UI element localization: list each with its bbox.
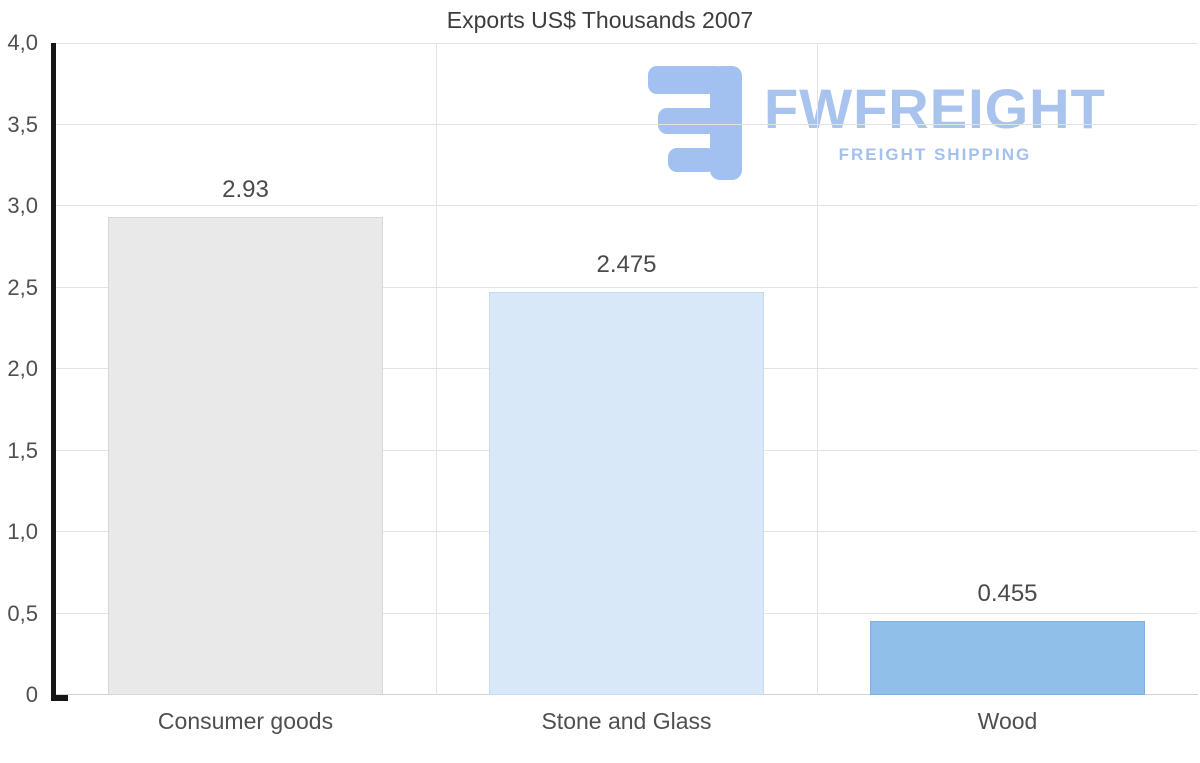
x-tick-label: Wood [977,708,1038,734]
y-tick-label: 4,0 [7,30,38,55]
bar-value-label: 2.93 [222,176,269,204]
h-gridline [55,123,1198,125]
v-gridline [816,43,818,695]
plot-area: 2.93 2.475 0.455 [55,43,1198,695]
logo-text: FWFREIGHT FREIGHT SHIPPING [764,81,1106,165]
y-axis-labels: 0 0,5 1,0 1,5 2,0 2,5 3,0 3,5 4,0 [0,30,44,707]
bar-value-label: 0.455 [977,579,1038,607]
x-tick-label: Consumer goods [157,708,334,734]
y-tick-label: 3,0 [7,193,38,218]
fwfreight-logo-icon [648,66,742,180]
y-tick-label: 1,5 [7,437,38,463]
x-axis-labels: Consumer goods Stone and Glass Wood [55,695,1198,745]
bar-value-label: 2.475 [596,250,657,278]
fwfreight-logo: FWFREIGHT FREIGHT SHIPPING [648,64,1106,182]
v-gridline [435,43,437,695]
logo-subtitle: FREIGHT SHIPPING [838,145,1032,164]
bar-wood [870,620,1145,695]
y-tick-label: 0,5 [7,600,38,626]
x-axis-line [51,695,68,701]
y-tick-label: 0 [25,682,38,707]
h-gridline [55,286,1198,288]
y-tick-label: 1,0 [7,519,38,544]
chart-title: Exports US$ Thousands 2007 [446,7,754,33]
h-gridline [55,43,1198,44]
y-axis-line [51,43,56,701]
bar-stone-and-glass [489,291,764,695]
x-tick-label: Stone and Glass [541,708,712,734]
y-tick-label: 2,0 [7,356,38,381]
y-tick-label: 3,5 [7,111,38,137]
bar-consumer-goods [108,217,383,695]
logo-name: FWFREIGHT [764,77,1106,140]
h-gridline [55,205,1198,206]
y-tick-label: 2,5 [7,274,38,300]
